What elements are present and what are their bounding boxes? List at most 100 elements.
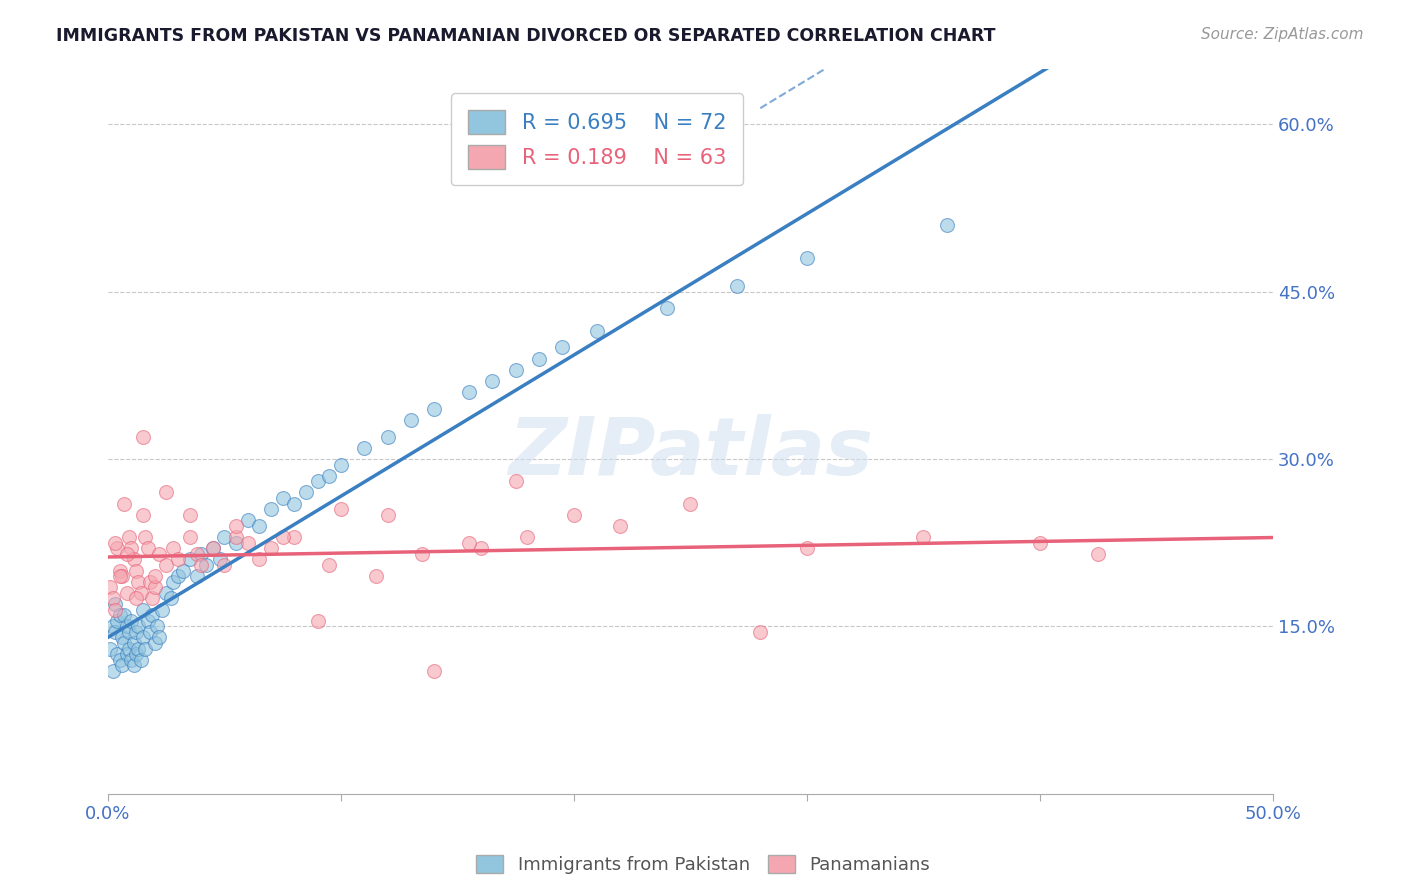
Point [122,658,145,673]
Point [104,602,127,616]
Point [283,530,305,544]
Point [115,547,138,561]
Text: IMMIGRANTS FROM PAKISTAN VS PANAMANIAN DIVORCED OR SEPARATED CORRELATION CHART: IMMIGRANTS FROM PAKISTAN VS PANAMANIAN D… [56,27,995,45]
Point [101,664,124,678]
Point [516,530,538,544]
Point [505,363,527,377]
Point [108,653,131,667]
Point [148,631,170,645]
Point [749,624,772,639]
Point [179,552,201,566]
Point [141,591,163,606]
Point [458,385,481,400]
Point [208,552,231,566]
Point [155,586,177,600]
Point [225,530,247,544]
Point [796,251,818,265]
Point [127,619,149,633]
Point [586,324,609,338]
Point [527,351,550,366]
Point [935,218,957,232]
Point [112,636,135,650]
Point [101,591,124,606]
Point [190,558,212,572]
Point [162,574,184,589]
Point [172,564,194,578]
Point [108,569,131,583]
Point [120,541,142,556]
Text: ZIPatlas: ZIPatlas [508,414,873,491]
Point [105,614,128,628]
Point [132,631,155,645]
Point [236,513,259,527]
Point [318,558,340,572]
Point [1029,535,1052,549]
Point [214,530,236,544]
Point [318,468,340,483]
Point [132,430,155,444]
Point [353,441,375,455]
Point [132,508,155,522]
Point [796,541,818,556]
Point [98,580,121,594]
Point [136,614,159,628]
Point [551,340,574,354]
Point [139,624,162,639]
Point [104,597,127,611]
Point [377,430,399,444]
Point [129,653,152,667]
Point [1087,547,1109,561]
Point [127,574,149,589]
Point [329,502,352,516]
Point [115,647,138,661]
Point [609,519,631,533]
Point [111,569,134,583]
Point [105,541,128,556]
Point [167,569,190,583]
Point [249,552,271,566]
Legend: R = 0.695    N = 72, R = 0.189    N = 63: R = 0.695 N = 72, R = 0.189 N = 63 [451,94,744,186]
Point [155,558,177,572]
Point [115,619,138,633]
Point [112,497,135,511]
Point [423,664,446,678]
Point [146,619,169,633]
Point [679,497,702,511]
Point [122,552,145,566]
Point [127,641,149,656]
Point [134,641,156,656]
Point [150,602,173,616]
Point [655,301,678,316]
Point [143,569,166,583]
Point [118,624,141,639]
Point [399,413,422,427]
Point [111,631,134,645]
Point [249,519,271,533]
Point [141,608,163,623]
Point [236,535,259,549]
Point [167,552,190,566]
Point [307,475,329,489]
Point [120,614,142,628]
Point [105,647,128,661]
Point [201,541,224,556]
Point [214,558,236,572]
Point [136,541,159,556]
Point [179,530,201,544]
Point [125,624,148,639]
Point [120,653,142,667]
Point [201,541,224,556]
Point [132,602,155,616]
Point [411,547,433,561]
Point [155,485,177,500]
Point [160,591,183,606]
Point [125,591,148,606]
Point [377,508,399,522]
Point [122,636,145,650]
Point [118,641,141,656]
Point [225,535,247,549]
Point [423,401,446,416]
Point [125,564,148,578]
Point [125,647,148,661]
Point [295,485,318,500]
